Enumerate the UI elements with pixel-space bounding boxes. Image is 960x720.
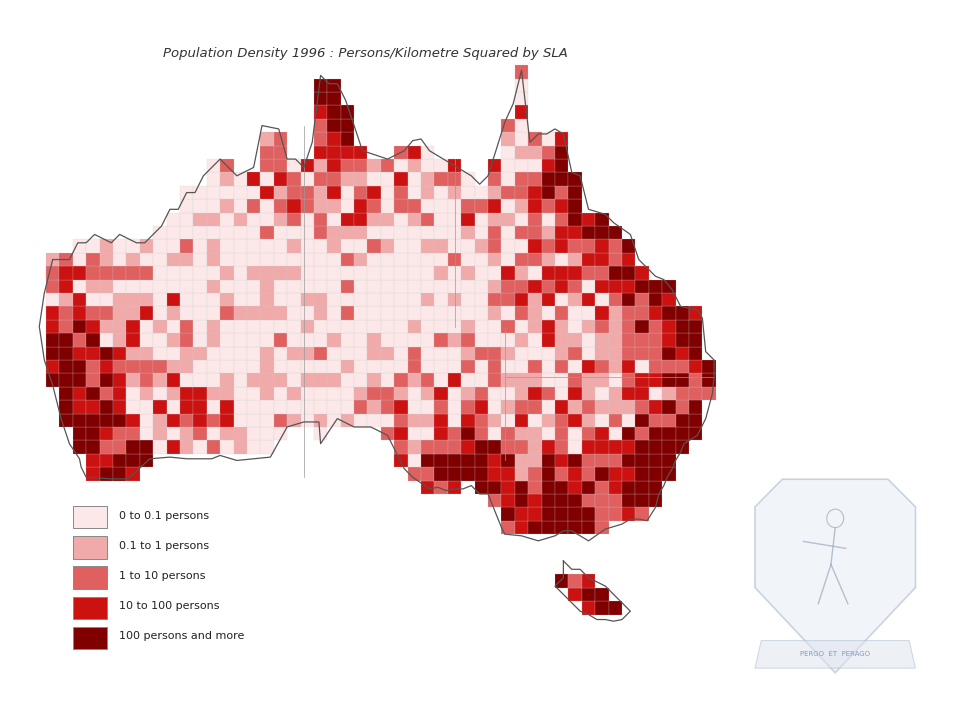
Text: 0 to 0.1 persons: 0 to 0.1 persons	[119, 510, 209, 521]
FancyBboxPatch shape	[73, 536, 108, 559]
Text: 100 persons and more: 100 persons and more	[119, 631, 245, 642]
Polygon shape	[755, 641, 916, 668]
Text: 1 to 10 persons: 1 to 10 persons	[119, 571, 206, 581]
FancyBboxPatch shape	[73, 597, 108, 618]
FancyBboxPatch shape	[73, 506, 108, 528]
FancyBboxPatch shape	[73, 626, 108, 649]
Text: 10 to 100 persons: 10 to 100 persons	[119, 601, 220, 611]
Text: PERGO  ET  PERAGO: PERGO ET PERAGO	[801, 652, 870, 657]
Polygon shape	[755, 480, 916, 672]
Text: Population Density 1996 : Persons/Kilometre Squared by SLA: Population Density 1996 : Persons/Kilome…	[163, 47, 568, 60]
Text: 0.1 to 1 persons: 0.1 to 1 persons	[119, 541, 209, 551]
FancyBboxPatch shape	[73, 567, 108, 589]
